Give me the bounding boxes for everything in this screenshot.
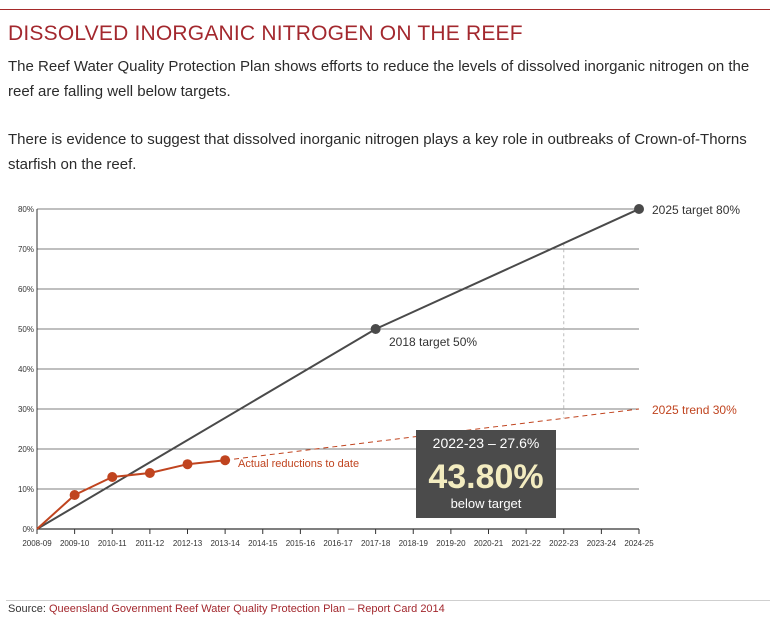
- annotation-trend-2025: 2025 trend 30%: [652, 403, 737, 417]
- evidence-paragraph: There is evidence to suggest that dissol…: [8, 131, 747, 173]
- page-title: DISSOLVED INORGANIC NITROGEN ON THE REEF: [8, 22, 523, 45]
- source-note: Source: Queensland Government Reef Water…: [8, 603, 445, 615]
- x-tick-label: 2020-21: [474, 539, 504, 548]
- y-tick-label: 30%: [18, 405, 34, 414]
- annotation-actual: Actual reductions to date: [238, 458, 359, 470]
- y-axis-ticks: 0% 10% 20% 30% 40% 50% 60% 70% 80%: [18, 205, 34, 534]
- x-tick-label: 2010-11: [98, 539, 127, 548]
- x-tick-label: 2023-24: [587, 539, 617, 548]
- chart-grid: [36, 208, 639, 530]
- callout-caption: below target: [451, 496, 522, 511]
- x-tick-label: 2011-12: [135, 539, 164, 548]
- x-axis-ticks: 2008-09 2009-10 2010-11 2011-12 2012-13 2013-…: [22, 529, 654, 548]
- y-tick-label: 60%: [18, 285, 34, 294]
- y-tick-label: 0%: [22, 525, 34, 534]
- x-tick-label: 2021-22: [511, 539, 541, 548]
- annotation-target-2025: 2025 target 80%: [652, 203, 740, 217]
- x-tick-label: 2019-20: [436, 539, 466, 548]
- y-tick-label: 80%: [18, 205, 34, 214]
- x-tick-label: 2018-19: [399, 539, 429, 548]
- x-tick-label: 2008-09: [22, 539, 52, 548]
- annotation-target-2018: 2018 target 50%: [389, 335, 477, 349]
- chart-annotations: 2025 target 80% 2018 target 50% 2025 tre…: [238, 203, 740, 470]
- source-text: Queensland Government Reef Water Quality…: [48, 603, 445, 615]
- x-tick-label: 2012-13: [173, 539, 203, 548]
- x-tick-label: 2015-16: [286, 539, 316, 548]
- callout-year-value: 2022-23 – 27.6%: [433, 435, 540, 451]
- actual-point: [69, 490, 80, 500]
- actual-point: [182, 459, 193, 470]
- callout-gap-value: 43.80%: [428, 458, 543, 496]
- x-tick-label: 2013-14: [210, 539, 240, 548]
- actual-point: [220, 455, 231, 466]
- y-tick-label: 50%: [18, 325, 34, 334]
- actual-line: [36, 459, 226, 530]
- x-tick-label: 2009-10: [60, 539, 90, 548]
- x-tick-label: 2016-17: [323, 539, 353, 548]
- x-tick-label: 2014-15: [248, 539, 278, 548]
- callout-box: [416, 430, 556, 518]
- y-tick-label: 10%: [18, 485, 34, 494]
- gap-callout: 2022-23 – 27.6% 43.80% below target: [416, 430, 556, 518]
- actual-point: [107, 472, 118, 482]
- x-tick-label: 2017-18: [361, 539, 391, 548]
- top-divider: [0, 9, 770, 10]
- y-tick-label: 40%: [18, 365, 34, 374]
- intro-paragraph: The Reef Water Quality Protection Plan s…: [8, 58, 750, 100]
- chart-points: [69, 204, 644, 500]
- y-tick-label: 70%: [18, 245, 34, 254]
- target-point: [634, 204, 644, 214]
- nitrogen-reduction-chart: 0% 10% 20% 30% 40% 50% 60% 70% 80% 2008-09 2009-1…: [18, 203, 740, 548]
- x-tick-label: 2022-23: [549, 539, 579, 548]
- source-label: Source:: [8, 603, 46, 615]
- actual-point: [144, 468, 155, 478]
- target-point: [370, 324, 381, 334]
- x-tick-label: 2024-25: [624, 539, 654, 548]
- footer-divider: [6, 600, 770, 601]
- y-tick-label: 20%: [18, 445, 34, 454]
